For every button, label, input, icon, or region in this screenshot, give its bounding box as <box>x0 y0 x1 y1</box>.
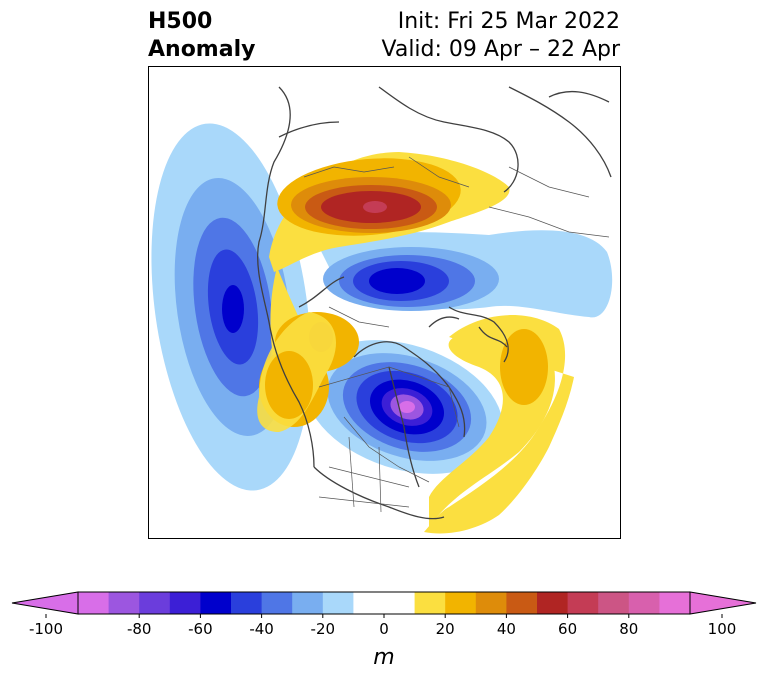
colorbar-cell <box>598 592 630 614</box>
colorbar-tick-label: 100 <box>708 620 737 638</box>
colorbar-cell <box>261 592 293 614</box>
anomaly-map <box>148 66 621 539</box>
colorbar-cell <box>78 592 110 614</box>
trough-arctic <box>319 230 613 318</box>
colorbar-cell <box>292 592 324 614</box>
colorbar: -100 -80 -60 -40 -20 0 20 40 60 80 100 <box>11 591 757 638</box>
coastlines <box>256 86 612 520</box>
colorbar-tick-label: -60 <box>188 620 213 638</box>
ridge-band <box>257 267 359 432</box>
colorbar-cell <box>322 592 354 614</box>
colorbar-tick-label: 40 <box>497 620 516 638</box>
colorbar-cell <box>445 592 477 614</box>
colorbar-cell <box>628 592 660 614</box>
ridge-siberia <box>269 152 510 272</box>
colorbar-extend-high <box>689 591 757 615</box>
colorbar-extend-low <box>11 591 79 615</box>
colorbar-cell <box>200 592 232 614</box>
colorbar-cell <box>353 592 385 614</box>
title-type: Anomaly <box>148 37 256 62</box>
init-date: Init: Fri 25 Mar 2022 <box>397 9 620 34</box>
political-borders <box>303 156 610 513</box>
colorbar-tick-label: 80 <box>619 620 638 638</box>
colorbar-tick-label: 0 <box>379 620 389 638</box>
colorbar-tick-label: -100 <box>29 620 63 638</box>
colorbar-tick-label: -80 <box>127 620 152 638</box>
colorbar-cell <box>506 592 538 614</box>
colorbar-cell <box>169 592 201 614</box>
colorbar-cell <box>537 592 569 614</box>
colorbar-cell <box>414 592 446 614</box>
trough-canada <box>305 340 503 474</box>
colorbar-unit: m <box>373 645 395 670</box>
colorbar-cell <box>659 592 691 614</box>
trough-pacific <box>151 123 311 491</box>
ridge-atlantic <box>424 315 574 534</box>
colorbar-tick-label: 60 <box>558 620 577 638</box>
valid-range: Valid: 09 Apr – 22 Apr <box>381 37 621 62</box>
map-dates: Init: Fri 25 Mar 2022 Valid: 09 Apr – 22… <box>382 8 621 64</box>
colorbar-cell <box>475 592 507 614</box>
colorbar-cell <box>231 592 263 614</box>
colorbar-cell <box>567 592 599 614</box>
colorbar-cell <box>108 592 140 614</box>
colorbar-tick-label: -40 <box>249 620 274 638</box>
colorbar-tick-label: 20 <box>436 620 455 638</box>
colorbar-cell <box>384 592 416 614</box>
title-variable: H500 <box>148 9 213 34</box>
colorbar-tick-label: -20 <box>311 620 336 638</box>
colorbar-cell <box>139 592 171 614</box>
map-title: H500 Anomaly <box>148 8 255 64</box>
